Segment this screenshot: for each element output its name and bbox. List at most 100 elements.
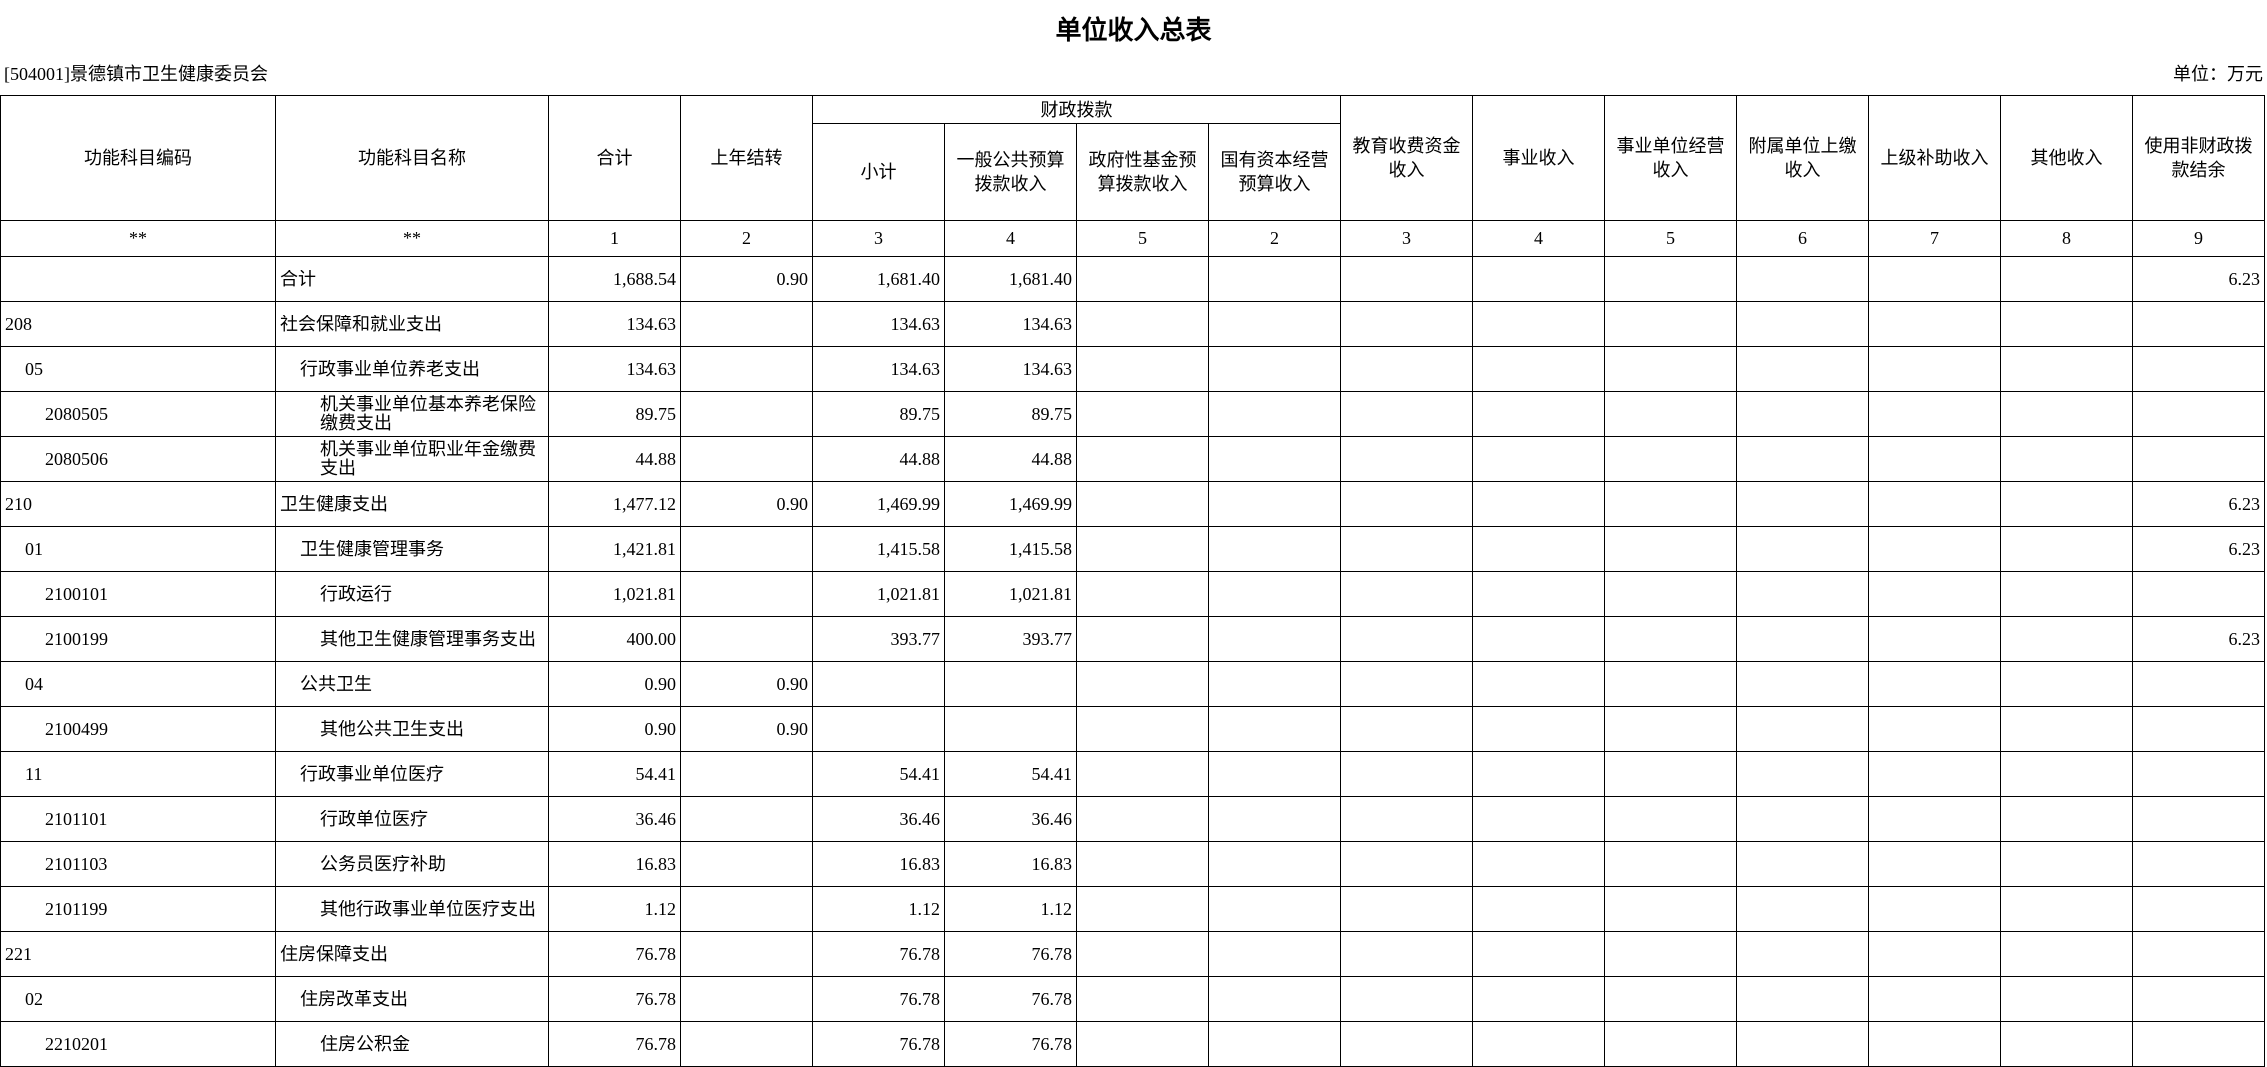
cell — [1868, 256, 2001, 302]
name-text: 其他行政事业单位医疗支出 — [320, 899, 536, 919]
name-text: 行政单位医疗 — [320, 809, 428, 829]
cell — [1868, 751, 2001, 797]
name-text: 行政事业单位养老支出 — [300, 359, 480, 379]
cell — [1340, 571, 1473, 617]
cell — [1472, 526, 1605, 572]
cell — [1604, 841, 1737, 887]
cell — [1076, 661, 1209, 707]
cell: 卫生健康管理事务 — [275, 526, 549, 572]
cell — [680, 841, 813, 887]
cell — [1604, 751, 1737, 797]
name-text: 公务员医疗补助 — [320, 854, 446, 874]
cell: 行政事业单位养老支出 — [275, 346, 549, 392]
cell: 1,469.99 — [812, 481, 945, 527]
cell — [2132, 301, 2265, 347]
row: 2210201 住房公积金 76.78 76.78 76.78 — [0, 1021, 2265, 1067]
cell: 0.90 — [680, 706, 813, 752]
cell — [1736, 1021, 1869, 1067]
cell — [1076, 796, 1209, 842]
cell — [2000, 526, 2133, 572]
cell — [1208, 256, 1341, 302]
cell: 1,681.40 — [944, 256, 1077, 302]
row: 2100499 其他公共卫生支出 0.90 0.90 — [0, 706, 2265, 752]
cell: 上年结转 — [680, 95, 813, 221]
cell: 公共卫生 — [275, 661, 549, 707]
cell — [1076, 436, 1209, 482]
cell — [2132, 796, 2265, 842]
cell: 行政运行 — [275, 571, 549, 617]
cell: 76.78 — [944, 931, 1077, 977]
cell — [1868, 706, 2001, 752]
cell: 2210201 — [0, 1021, 276, 1067]
cell: 76.78 — [812, 931, 945, 977]
cell: 16.83 — [812, 841, 945, 887]
cell — [1736, 976, 1869, 1022]
cell — [1340, 841, 1473, 887]
cell — [1736, 886, 1869, 932]
cell — [1472, 256, 1605, 302]
cell — [1208, 1021, 1341, 1067]
cell — [1340, 886, 1473, 932]
cell: 02 — [0, 976, 276, 1022]
cell: ** — [0, 220, 276, 257]
cell: 功能科目名称 — [275, 95, 549, 221]
cell — [1736, 481, 1869, 527]
cell — [1604, 976, 1737, 1022]
cell: 住房公积金 — [275, 1021, 549, 1067]
cell — [1340, 256, 1473, 302]
cell — [1604, 391, 1737, 437]
cell: 小计 — [812, 123, 945, 221]
cell — [680, 346, 813, 392]
cell: 一般公共预算拨款收入 — [944, 123, 1077, 221]
cell — [2132, 346, 2265, 392]
cell — [2132, 391, 2265, 437]
cell — [1868, 346, 2001, 392]
cell — [1208, 661, 1341, 707]
row: 05 行政事业单位养老支出 134.63 134.63 134.63 — [0, 346, 2265, 392]
name-text: 其他卫生健康管理事务支出 — [320, 629, 536, 649]
cell — [1076, 616, 1209, 662]
cell — [1076, 301, 1209, 347]
cell: 05 — [0, 346, 276, 392]
cell — [1472, 481, 1605, 527]
cell: 5 — [1604, 220, 1737, 257]
cell — [1604, 661, 1737, 707]
cell — [680, 301, 813, 347]
cell: 11 — [0, 751, 276, 797]
cell — [2132, 841, 2265, 887]
cell: 7 — [1868, 220, 2001, 257]
cell — [1208, 796, 1341, 842]
row: 2101101 行政单位医疗 36.46 36.46 36.46 — [0, 796, 2265, 842]
cell — [1472, 706, 1605, 752]
cell — [680, 796, 813, 842]
cell: 1,021.81 — [548, 571, 681, 617]
cell: 卫生健康支出 — [275, 481, 549, 527]
name-text: 行政事业单位医疗 — [300, 764, 444, 784]
title: 单位收入总表 — [1055, 16, 1212, 45]
cell: 0.90 — [680, 481, 813, 527]
cell — [2132, 571, 2265, 617]
cell — [1208, 526, 1341, 572]
cell: 住房保障支出 — [275, 931, 549, 977]
cell — [2000, 301, 2133, 347]
cell: 208 — [0, 301, 276, 347]
cell — [1472, 931, 1605, 977]
cell — [0, 256, 276, 302]
cell: 54.41 — [944, 751, 1077, 797]
cell — [1208, 391, 1341, 437]
cell — [1076, 706, 1209, 752]
row: 2100199 其他卫生健康管理事务支出 400.00 393.77 393.77 6.2… — [0, 616, 2265, 662]
cell — [1604, 526, 1737, 572]
cell — [1604, 301, 1737, 347]
cell — [2132, 886, 2265, 932]
name-text: 公共卫生 — [300, 674, 372, 694]
cell: 54.41 — [812, 751, 945, 797]
cell — [1868, 841, 2001, 887]
cell: 1,421.81 — [548, 526, 681, 572]
cell: 1.12 — [812, 886, 945, 932]
cell — [1208, 751, 1341, 797]
row: 221 住房保障支出 76.78 76.78 76.78 — [0, 931, 2265, 977]
cell: 0.90 — [680, 256, 813, 302]
cell — [1340, 751, 1473, 797]
cell: 1,477.12 — [548, 481, 681, 527]
